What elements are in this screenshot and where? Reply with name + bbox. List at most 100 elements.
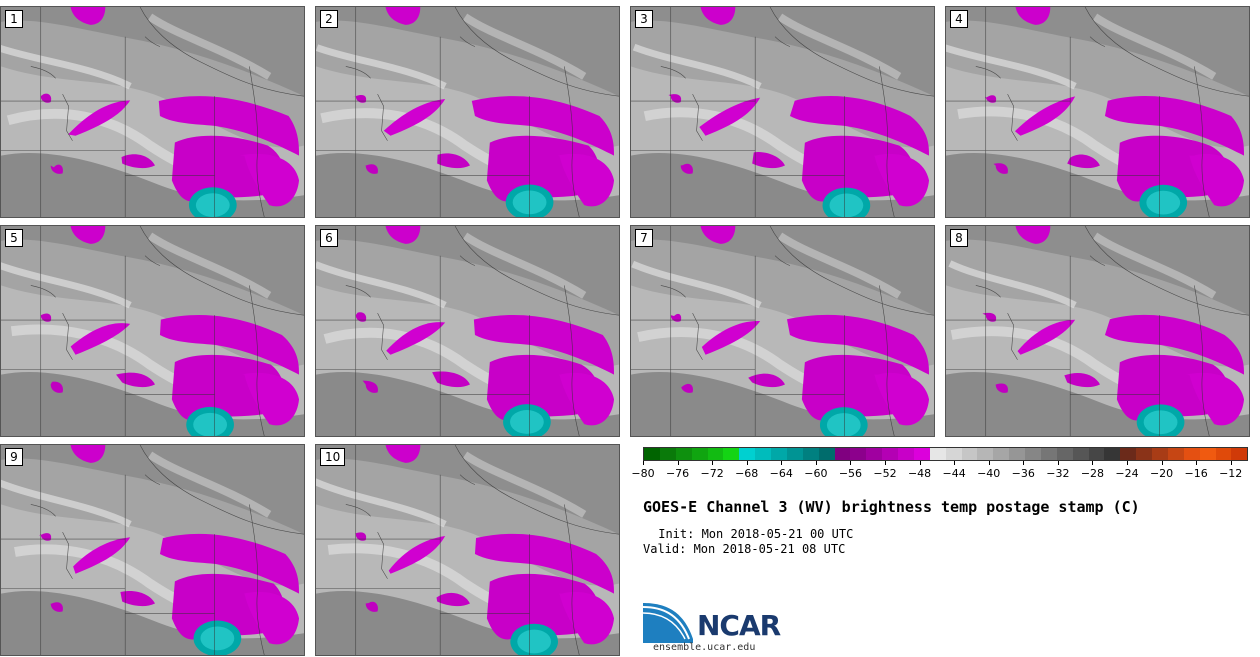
- colorbar-tick-label: −60: [804, 467, 828, 480]
- colorbar-segment: [739, 448, 756, 460]
- colorbar-segment: [707, 448, 724, 460]
- colorbar-tick-label: −36: [1011, 467, 1035, 480]
- colorbar-segment: [1009, 448, 1025, 460]
- colorbar-tick-label: −56: [838, 467, 863, 480]
- colorbar-tick-label: −72: [700, 467, 724, 480]
- colorbar-tick: [1092, 461, 1094, 465]
- colorbar-tick: [712, 461, 714, 465]
- colorbar-segment: [834, 448, 851, 460]
- colorbar-tick-label: −40: [977, 467, 1001, 480]
- map-panel-8: 8: [945, 225, 1250, 437]
- colorbar-segment: [1040, 448, 1057, 460]
- colorbar-tick: [1057, 461, 1059, 465]
- ncar-logo: [643, 603, 693, 643]
- colorbar-segment: [850, 448, 867, 460]
- colorbar-tick-label: −52: [873, 467, 897, 480]
- colorbar-segment: [802, 448, 819, 460]
- colorbar-segment: [786, 448, 803, 460]
- colorbar-segment: [1136, 448, 1152, 460]
- colorbar-segment: [755, 448, 771, 460]
- panel-label: 2: [320, 10, 338, 28]
- panel-label: 9: [5, 448, 23, 466]
- colorbar-segment: [818, 448, 835, 460]
- colorbar-segment: [1199, 448, 1216, 460]
- colorbar-tick-label: −80: [631, 467, 655, 480]
- colorbar-segment: [723, 448, 740, 460]
- panel-label: 6: [320, 229, 338, 247]
- colorbar-tick: [1230, 461, 1232, 465]
- map-panel-5: 5: [0, 225, 305, 437]
- panel-label: 10: [320, 448, 346, 466]
- valid-time: Valid: Mon 2018-05-21 08 UTC: [643, 542, 846, 556]
- colorbar-segment: [771, 448, 787, 460]
- colorbar-tick-label: −24: [1115, 467, 1139, 480]
- colorbar-tick-label: −48: [907, 467, 932, 480]
- colorbar-segment: [1215, 448, 1232, 460]
- colorbar-tick-label: −68: [735, 467, 759, 480]
- colorbar-tick: [850, 461, 852, 465]
- colorbar-segment: [913, 448, 930, 460]
- colorbar-segment: [1120, 448, 1137, 460]
- colorbar-segment: [929, 448, 946, 460]
- colorbar-segment: [898, 448, 914, 460]
- colorbar-segment: [1183, 448, 1200, 460]
- map-panel-2: 2: [315, 6, 620, 218]
- colorbar-segment: [691, 448, 708, 460]
- colorbar-tick: [1196, 461, 1198, 465]
- colorbar-segment: [1072, 448, 1089, 460]
- plot-title: GOES-E Channel 3 (WV) brightness temp po…: [643, 498, 1140, 516]
- colorbar-tick-label: −76: [665, 467, 690, 480]
- colorbar-tick: [885, 461, 886, 465]
- colorbar-tick: [677, 461, 679, 465]
- colorbar-tick-label: −12: [1219, 467, 1243, 480]
- colorbar: [643, 447, 1248, 461]
- colorbar-tick: [988, 461, 990, 465]
- panel-label: 8: [950, 229, 968, 247]
- panel-label: 1: [5, 10, 23, 28]
- colorbar-tick: [643, 461, 644, 465]
- colorbar-segment: [945, 448, 962, 460]
- logo-text: NCAR: [697, 609, 781, 642]
- colorbar-tick: [781, 461, 783, 465]
- map-panel-9: 9: [0, 444, 305, 656]
- colorbar-tick: [1127, 461, 1128, 465]
- colorbar-segment: [961, 448, 978, 460]
- colorbar-tick-label: −20: [1149, 467, 1174, 480]
- colorbar-segment: [644, 448, 660, 460]
- colorbar-tick-label: −28: [1080, 467, 1105, 480]
- colorbar-tick-label: −16: [1184, 467, 1208, 480]
- colorbar-segment: [659, 448, 676, 460]
- map-panel-4: 4: [945, 6, 1250, 218]
- init-time: Init: Mon 2018-05-21 00 UTC: [651, 527, 854, 541]
- map-panel-6: 6: [315, 225, 620, 437]
- colorbar-segment: [1056, 448, 1073, 460]
- colorbar-segment: [977, 448, 994, 460]
- colorbar-segment: [1088, 448, 1105, 460]
- map-panel-7: 7: [630, 225, 935, 437]
- colorbar-segment: [1152, 448, 1168, 460]
- colorbar-tick: [1161, 461, 1163, 465]
- colorbar-tick: [954, 461, 956, 465]
- colorbar-tick: [919, 461, 921, 465]
- colorbar-segment: [1104, 448, 1121, 460]
- panel-label: 3: [635, 10, 653, 28]
- colorbar-tick: [815, 461, 817, 465]
- map-panel-10: 10: [315, 444, 620, 656]
- colorbar-segment: [1167, 448, 1184, 460]
- colorbar-ticks: −80 −76 −72 −68 −64 −60 −56 −52 −48 −44 −40 −36 −32−…: [631, 461, 1248, 481]
- colorbar-tick-label: −44: [942, 467, 966, 480]
- colorbar-tick-label: −64: [769, 467, 793, 480]
- colorbar-segment: [1025, 448, 1041, 460]
- panel-label: 7: [635, 229, 653, 247]
- map-panel-1: 1: [0, 6, 305, 218]
- colorbar-segment: [1231, 448, 1248, 460]
- map-panel-3: 3: [630, 6, 935, 218]
- colorbar-segment: [882, 448, 898, 460]
- colorbar-tick: [1023, 461, 1025, 465]
- panel-label: 5: [5, 229, 23, 247]
- colorbar-tick-label: −32: [1046, 467, 1070, 480]
- site-url: ensemble.ucar.edu: [653, 642, 756, 653]
- colorbar-segment: [675, 448, 692, 460]
- panel-label: 4: [950, 10, 968, 28]
- colorbar-segment: [993, 448, 1010, 460]
